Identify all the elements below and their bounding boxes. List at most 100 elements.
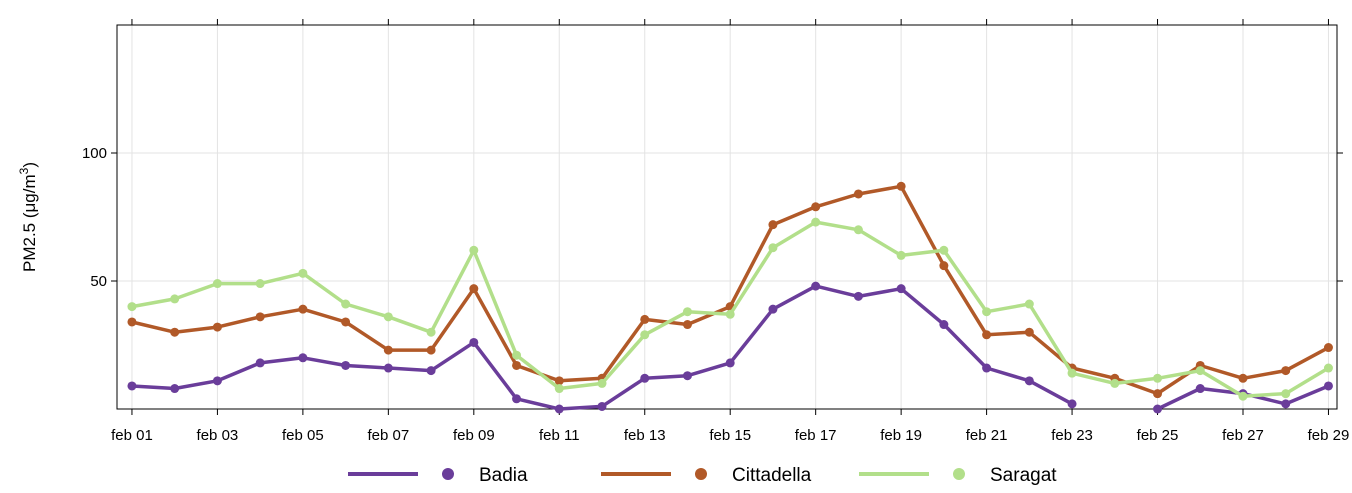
data-point [939,320,949,330]
legend-label: Cittadella [732,465,812,486]
data-point [298,353,308,363]
data-point [1024,299,1034,309]
legend-marker [442,468,454,480]
data-point [896,284,906,294]
data-point [426,327,436,337]
grid-lines [117,25,1337,409]
data-point [982,307,992,317]
data-point [1195,366,1205,376]
data-point [127,381,137,391]
data-point [554,384,564,394]
data-point [426,345,436,355]
x-tick-label: feb 05 [282,427,324,444]
data-point [597,401,607,411]
data-point [982,363,992,373]
data-point [1238,391,1248,401]
x-tick-label: feb 27 [1222,427,1264,444]
data-point [383,312,393,322]
x-tick-label: feb 17 [795,427,837,444]
data-point [682,307,692,317]
data-point [1281,389,1291,399]
data-point [768,220,778,230]
axes: feb 01 feb 03 feb 05 feb 07 feb 09 feb 11 feb … [82,19,1349,444]
legend-item-badia: Badia [348,465,528,486]
data-point [212,322,222,332]
data-point [896,181,906,191]
data-point [725,309,735,319]
data-point [725,358,735,368]
data-point [682,320,692,330]
x-tick-label: feb 03 [197,427,239,444]
data-point [853,189,863,199]
data-point [768,243,778,253]
data-point [939,245,949,255]
data-point [1323,381,1333,391]
data-point [255,358,265,368]
data-point [811,217,821,227]
data-point [512,350,522,360]
data-point [127,302,137,312]
series-lines [127,181,1333,414]
data-point [597,378,607,388]
data-point [469,337,479,347]
data-point [512,394,522,404]
data-point [298,268,308,278]
y-tick-label: 50 [90,273,107,290]
data-point [1153,404,1163,414]
legend-label: Badia [479,465,528,486]
data-point [554,404,564,414]
data-point [127,317,137,327]
data-point [1153,389,1163,399]
data-point [1067,399,1077,409]
x-tick-label: feb 01 [111,427,153,444]
legend-marker [695,468,707,480]
series-saragat [127,217,1333,401]
data-point [383,363,393,373]
data-point [640,314,650,324]
x-tick-label: feb 11 [539,427,580,444]
x-tick-label: feb 13 [624,427,666,444]
data-point [682,371,692,381]
data-point [383,345,393,355]
data-point [255,312,265,322]
data-point [896,250,906,260]
data-point [554,376,564,386]
data-point [640,330,650,340]
data-point [341,317,351,327]
data-point [1281,366,1291,376]
data-point [426,366,436,376]
data-point [170,384,180,394]
data-point [1024,327,1034,337]
data-point [1153,373,1163,383]
legend-marker [953,468,965,480]
data-point [811,202,821,212]
data-point [1195,384,1205,394]
data-point [939,261,949,271]
x-tick-label: feb 09 [453,427,495,444]
series-line [130,284,1074,411]
data-point [853,291,863,301]
x-tick-label: feb 25 [1137,427,1179,444]
data-point [1067,368,1077,378]
data-point [512,360,522,370]
data-point [982,330,992,340]
legend-label: Saragat [990,465,1057,486]
data-point [768,304,778,314]
data-point [170,294,180,304]
data-point [212,376,222,386]
data-point [640,373,650,383]
data-point [341,360,351,370]
data-point [1238,373,1248,383]
y-tick-label: 100 [82,145,107,162]
data-point [212,279,222,289]
y-axis-label: PM2.5 (μg/m3) [17,162,39,272]
data-point [1110,378,1120,388]
x-tick-label: feb 15 [709,427,751,444]
legend-item-cittadella: Cittadella [601,465,812,486]
plot-frame [116,24,1338,410]
data-point [853,225,863,235]
x-tick-label: feb 23 [1051,427,1093,444]
legend-item-saragat: Saragat [859,465,1057,486]
data-point [469,284,479,294]
